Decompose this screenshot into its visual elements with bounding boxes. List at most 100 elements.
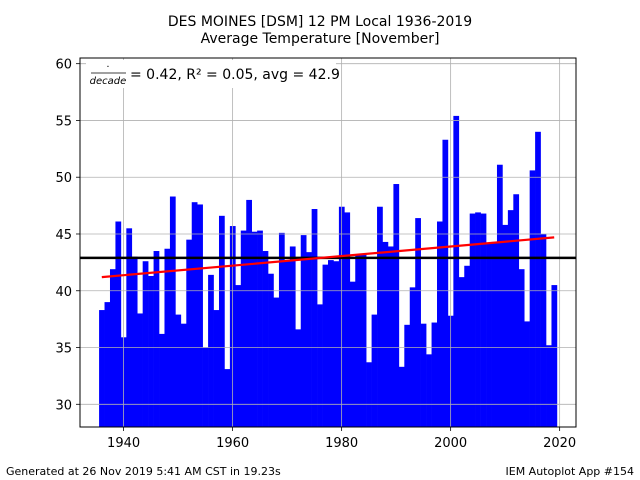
bar-1969	[278, 232, 285, 427]
bar-1956	[208, 274, 214, 427]
x-tick-label-1960: 1960	[216, 436, 249, 451]
bar-1948	[164, 248, 171, 427]
bar-1936	[99, 310, 105, 427]
bar-1987	[377, 206, 383, 427]
bar-1946	[153, 251, 160, 427]
bar-1998	[437, 221, 443, 427]
bar-1993	[409, 287, 416, 427]
x-tick-label-1940: 1940	[107, 436, 140, 451]
bar-2003	[464, 265, 471, 427]
bar-1966	[262, 251, 269, 427]
bar-2005	[475, 212, 481, 427]
bar-2015	[529, 170, 536, 427]
footer-app-id: IEM Autoplot App #154	[505, 465, 635, 478]
bar-1949	[169, 196, 176, 427]
bar-1955	[202, 347, 209, 427]
bar-2012	[513, 194, 520, 427]
bar-1945	[148, 275, 154, 427]
chart-title: DES MOINES [DSM] 12 PM Local 1936-2019	[167, 14, 473, 30]
y-tick-label-60: 60	[55, 58, 72, 73]
bar-1996	[426, 354, 432, 427]
bar-2019	[551, 285, 558, 427]
bar-1942	[131, 256, 138, 427]
bar-2009	[496, 164, 503, 427]
footer-generated: Generated at 26 Nov 2019 5:41 AM CST in …	[6, 465, 281, 478]
bar-1992	[404, 324, 411, 427]
x-tick-label-1980: 1980	[325, 436, 358, 451]
plot-frame	[79, 57, 577, 428]
bar-1978	[328, 260, 334, 427]
bar-1994	[415, 218, 421, 427]
bar-1953	[191, 202, 198, 427]
bar-1983	[355, 254, 361, 427]
annotation-fraction-bottom: decade	[90, 76, 127, 87]
y-tick-label-55: 55	[55, 114, 72, 129]
bar-1951	[180, 323, 187, 427]
annotation-stats: = 0.42, R² = 0.05, avg = 42.9	[130, 67, 340, 83]
bar-1991	[398, 366, 405, 427]
bar-1950	[175, 314, 182, 427]
bar-1973	[300, 235, 307, 427]
bar-1967	[268, 273, 274, 427]
annotation-fraction-top: ·	[106, 62, 109, 73]
bar-1943	[137, 313, 143, 427]
bar-2007	[486, 243, 492, 427]
bar-1984	[360, 254, 367, 427]
bar-1976	[317, 304, 323, 427]
bar-1972	[295, 329, 302, 427]
bar-1957	[213, 310, 220, 427]
bar-1944	[142, 261, 149, 427]
bar-1958	[218, 215, 225, 427]
bar-1990	[393, 184, 400, 427]
bar-2017	[540, 233, 547, 427]
bar-2014	[524, 321, 530, 427]
x-tick-label-2020: 2020	[543, 436, 576, 451]
bar-2011	[507, 210, 514, 427]
bar-1954	[197, 204, 203, 427]
bar-2013	[518, 269, 525, 427]
bar-2004	[469, 213, 476, 427]
bar-1977	[322, 264, 329, 427]
bar-1968	[273, 297, 280, 427]
bar-1975	[311, 209, 318, 427]
bar-1985	[366, 362, 372, 427]
y-tick-label-50: 50	[55, 171, 72, 186]
bar-2016	[535, 131, 541, 427]
trend-line	[101, 236, 555, 279]
bar-1997	[431, 322, 438, 427]
bar-1961	[235, 285, 242, 427]
bar-2008	[491, 241, 498, 427]
bar-1995	[420, 323, 427, 427]
bar-1964	[251, 231, 258, 427]
bar-1971	[289, 246, 296, 427]
bar-1970	[284, 260, 291, 427]
bar-2018	[546, 345, 552, 427]
bar-1981	[344, 212, 351, 427]
bar-2001	[453, 115, 460, 427]
bar-1941	[126, 228, 133, 427]
bar-2002	[458, 277, 465, 427]
bar-1988	[382, 241, 389, 427]
annotation-box	[86, 60, 336, 88]
bar-1986	[371, 314, 378, 427]
x-tick-label-2000: 2000	[434, 436, 467, 451]
bar-1999	[442, 139, 449, 427]
bar-1974	[306, 252, 312, 427]
bar-1979	[333, 261, 340, 427]
bar-1947	[159, 333, 165, 427]
bar-1952	[186, 239, 193, 427]
bar-1963	[246, 199, 252, 427]
chart-subtitle: Average Temperature [November]	[200, 31, 440, 47]
y-tick-label-30: 30	[55, 398, 72, 413]
y-tick-label-45: 45	[55, 228, 72, 243]
bar-1939	[115, 221, 122, 427]
bar-2006	[480, 213, 487, 427]
bar-1959	[224, 369, 231, 427]
bar-1965	[257, 230, 263, 427]
bar-1938	[109, 269, 116, 427]
bar-1982	[349, 281, 356, 427]
bar-1937	[104, 302, 111, 427]
bar-1962	[240, 230, 247, 427]
bar-1989	[387, 246, 394, 427]
